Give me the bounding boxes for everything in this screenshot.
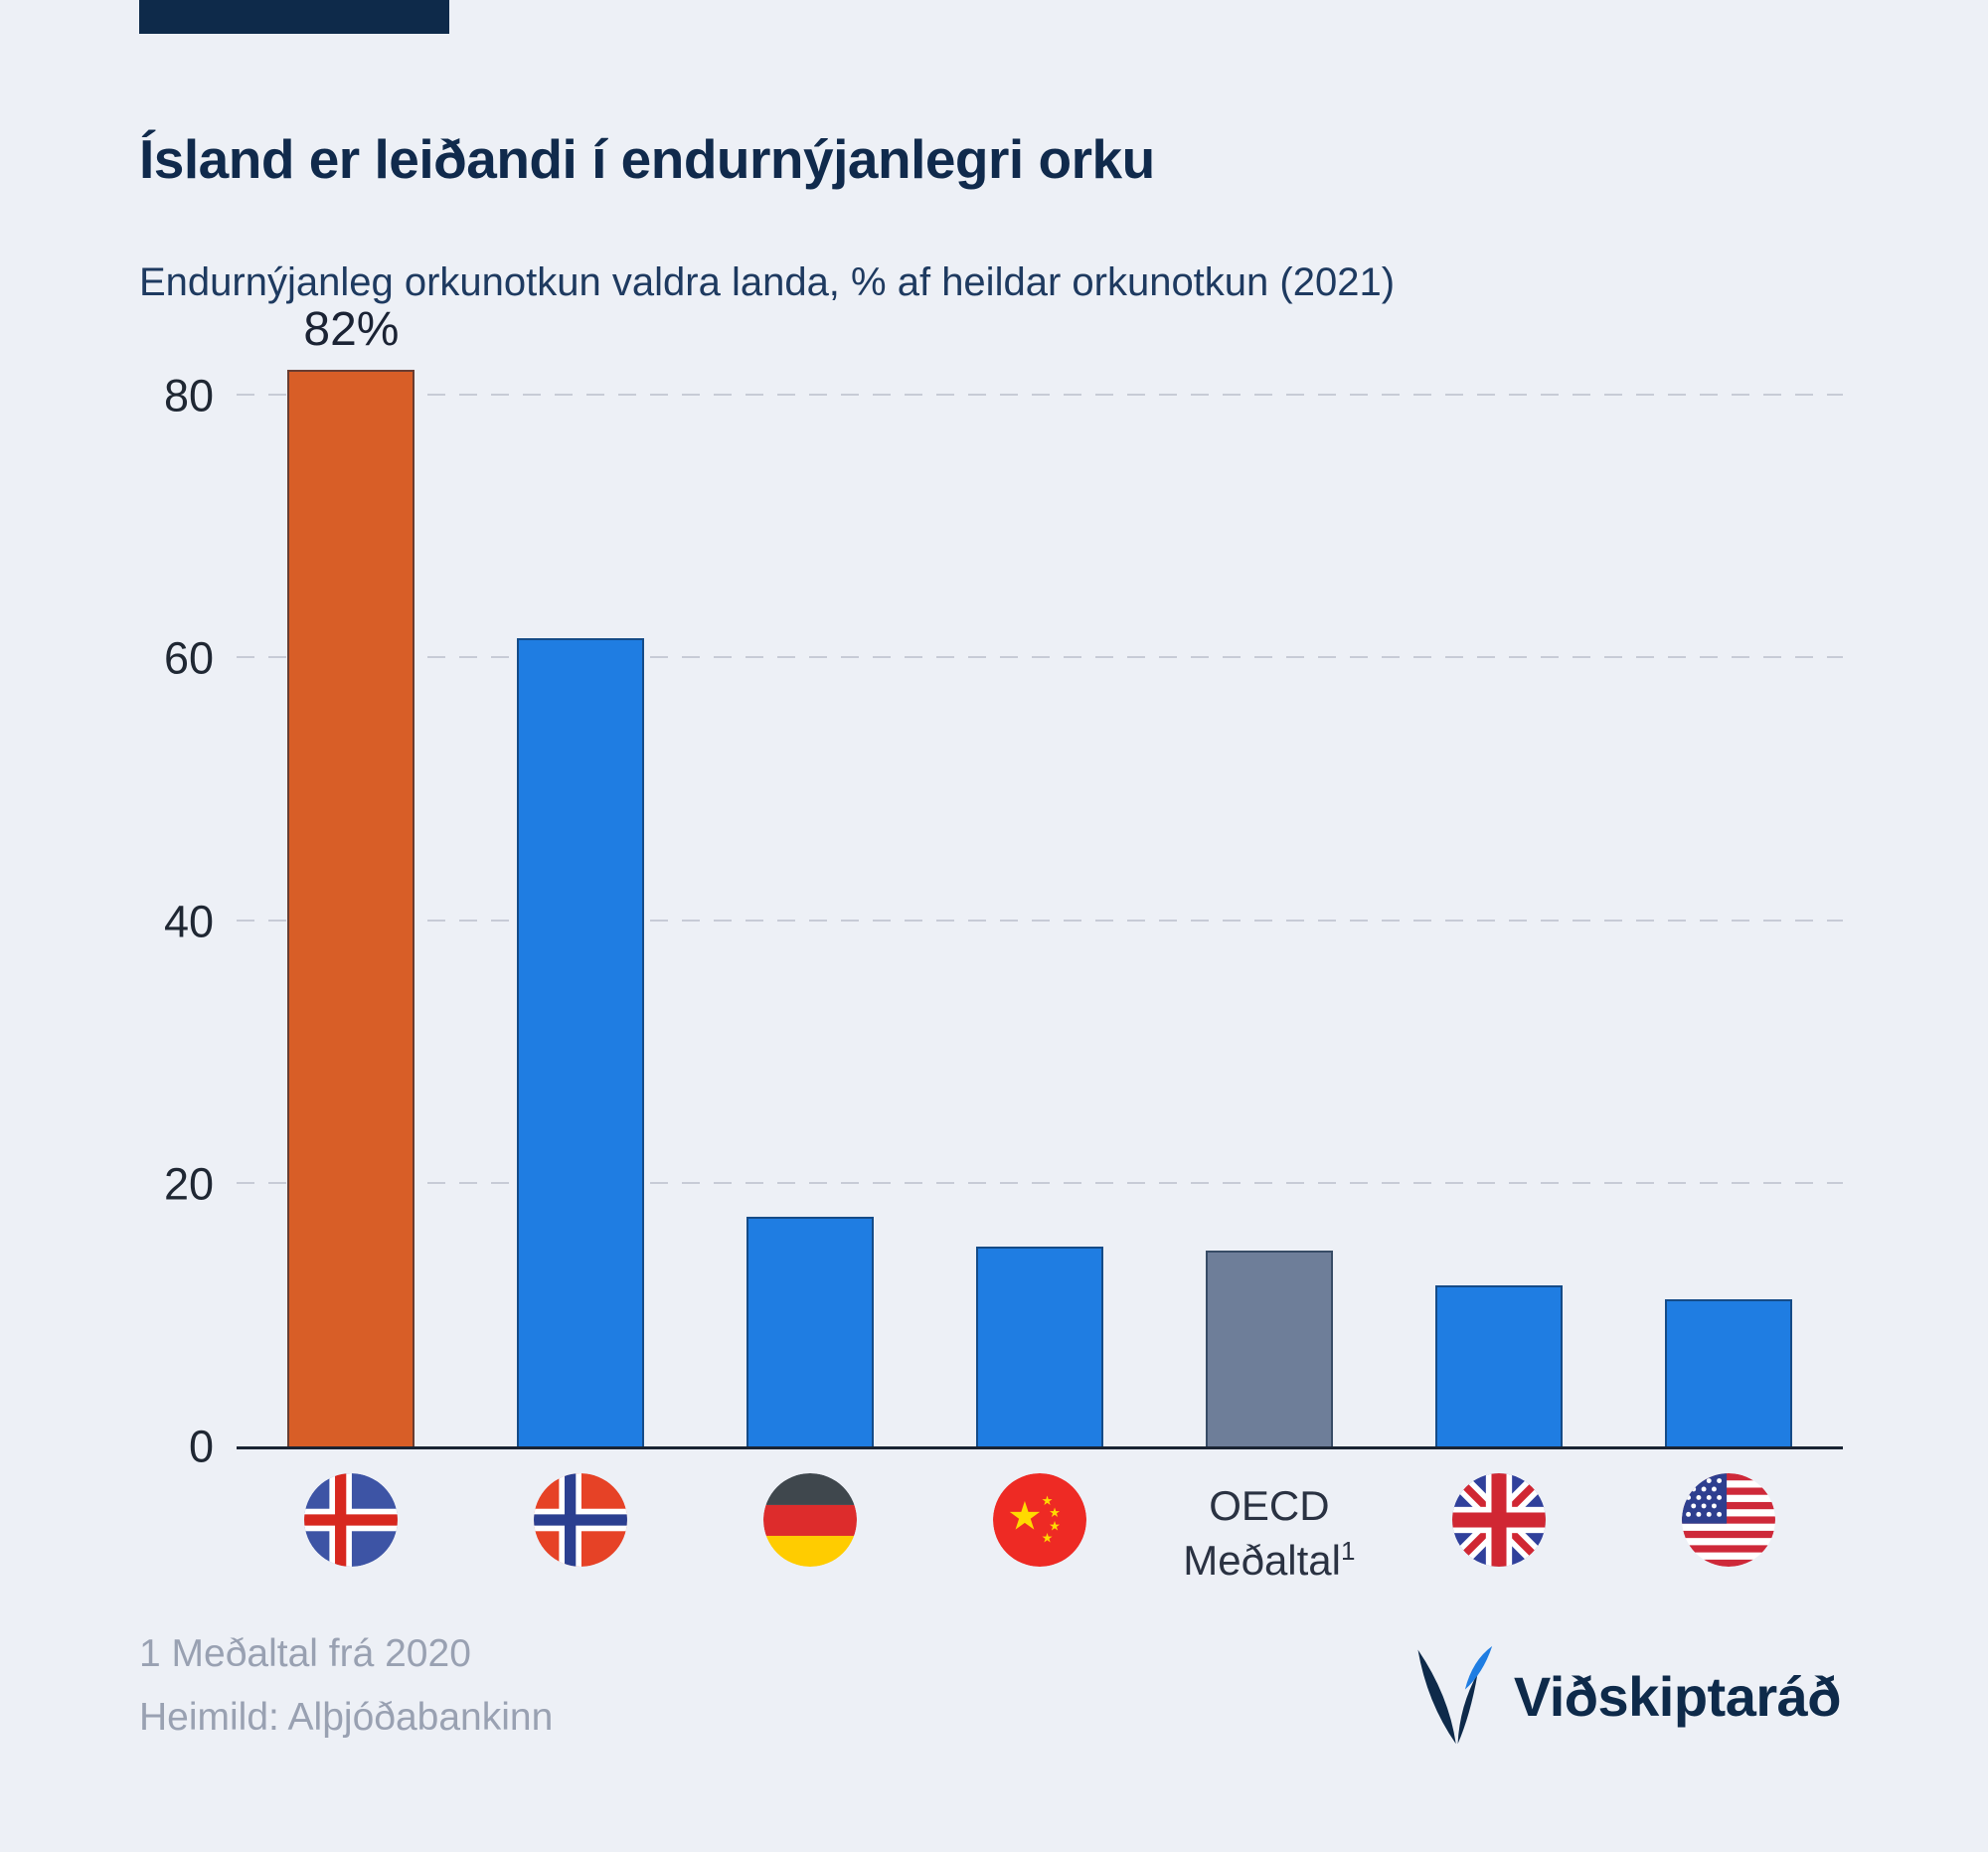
gridline [237, 656, 1843, 659]
brand-tab [139, 0, 449, 34]
bar-column-usa [1613, 363, 1843, 1446]
x-label-iceland [237, 1473, 466, 1588]
gridline [237, 1181, 1843, 1184]
x-label-norway [466, 1473, 696, 1588]
x-label-china: ★ ★ ★ ★ ★ [925, 1473, 1155, 1588]
uk-flag-icon [1451, 1473, 1546, 1567]
x-axis-line [237, 1446, 1843, 1449]
svg-text:★: ★ [1049, 1519, 1061, 1534]
x-label-usa [1613, 1473, 1843, 1588]
x-label-germany [696, 1473, 925, 1588]
y-tick-label: 80 [163, 370, 214, 421]
bar-iceland: 82% [287, 303, 415, 1446]
bar-germany [746, 1216, 875, 1446]
bar-column-iceland: 82% [237, 303, 466, 1446]
oecd-label: OECD Meðaltal1 [1183, 1479, 1355, 1588]
bar-usa [1664, 1299, 1792, 1446]
bar-china [976, 1247, 1103, 1446]
bar-column-oecd [1154, 363, 1384, 1446]
bar-column-uk [1384, 363, 1613, 1446]
svg-text:★: ★ [1049, 1506, 1061, 1521]
y-tick-label: 40 [163, 896, 214, 947]
oecd-label-line2: Meðaltal [1183, 1536, 1342, 1584]
plot-area: 82% [237, 303, 1843, 1449]
oecd-label-superscript: 1 [1341, 1535, 1356, 1566]
bar-uk [1434, 1284, 1563, 1446]
x-axis-labels: ★ ★ ★ ★ ★ OECD Meðaltal1 [237, 1473, 1843, 1588]
bar-norway [517, 638, 645, 1446]
page-title: Ísland er leiðandi í endurnýjanlegri ork… [139, 128, 1155, 190]
source-note: Heimild: Alþjóðabankinn [139, 1696, 554, 1739]
china-flag-icon: ★ ★ ★ ★ ★ [993, 1473, 1086, 1567]
svg-text:★: ★ [1042, 1494, 1054, 1509]
svg-text:★: ★ [1042, 1532, 1054, 1547]
x-label-oecd: OECD Meðaltal1 [1154, 1473, 1384, 1588]
germany-flag-icon [763, 1473, 858, 1567]
gridline [237, 394, 1843, 397]
y-axis-labels: 0 20 40 60 80 [99, 363, 214, 1469]
logo-icon [1417, 1645, 1493, 1745]
norway-flag-icon [534, 1473, 628, 1567]
bar-column-germany [696, 363, 925, 1446]
logo-text: Viðskiptaráð [1513, 1664, 1842, 1728]
y-tick-label: 20 [163, 1158, 214, 1210]
gridline [237, 919, 1843, 922]
bar-column-china [925, 363, 1155, 1446]
vidskiptarad-logo: Viðskiptaráð [1412, 1642, 1842, 1750]
svg-text:★: ★ [1007, 1493, 1042, 1539]
bar-value-label: 82% [303, 302, 400, 356]
usa-flag-icon [1681, 1473, 1775, 1567]
bar-column-norway [466, 363, 696, 1446]
bar-oecd [1205, 1251, 1333, 1446]
y-tick-label: 60 [163, 632, 214, 684]
oecd-label-line1: OECD [1209, 1482, 1330, 1529]
iceland-flag-icon [304, 1473, 399, 1567]
page-subtitle: Endurnýjanleg orkunotkun valdra landa, %… [139, 260, 1396, 304]
bar-columns: 82% [237, 303, 1843, 1446]
x-label-uk [1384, 1473, 1613, 1588]
y-tick-label: 0 [188, 1421, 214, 1472]
footnote: 1 Meðaltal frá 2020 [139, 1632, 471, 1675]
